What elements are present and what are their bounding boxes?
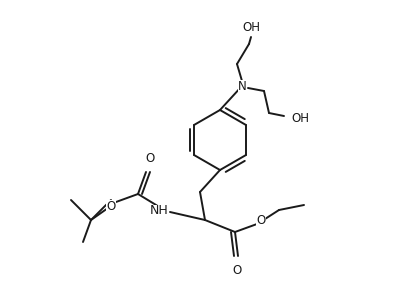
Text: OH: OH [290,111,308,125]
Text: NH: NH [150,204,168,218]
Text: O: O [232,264,241,277]
Text: O: O [106,199,115,212]
Text: O: O [145,152,154,165]
Text: N: N [237,80,246,92]
Text: O: O [256,215,265,227]
Text: OH: OH [241,21,259,34]
